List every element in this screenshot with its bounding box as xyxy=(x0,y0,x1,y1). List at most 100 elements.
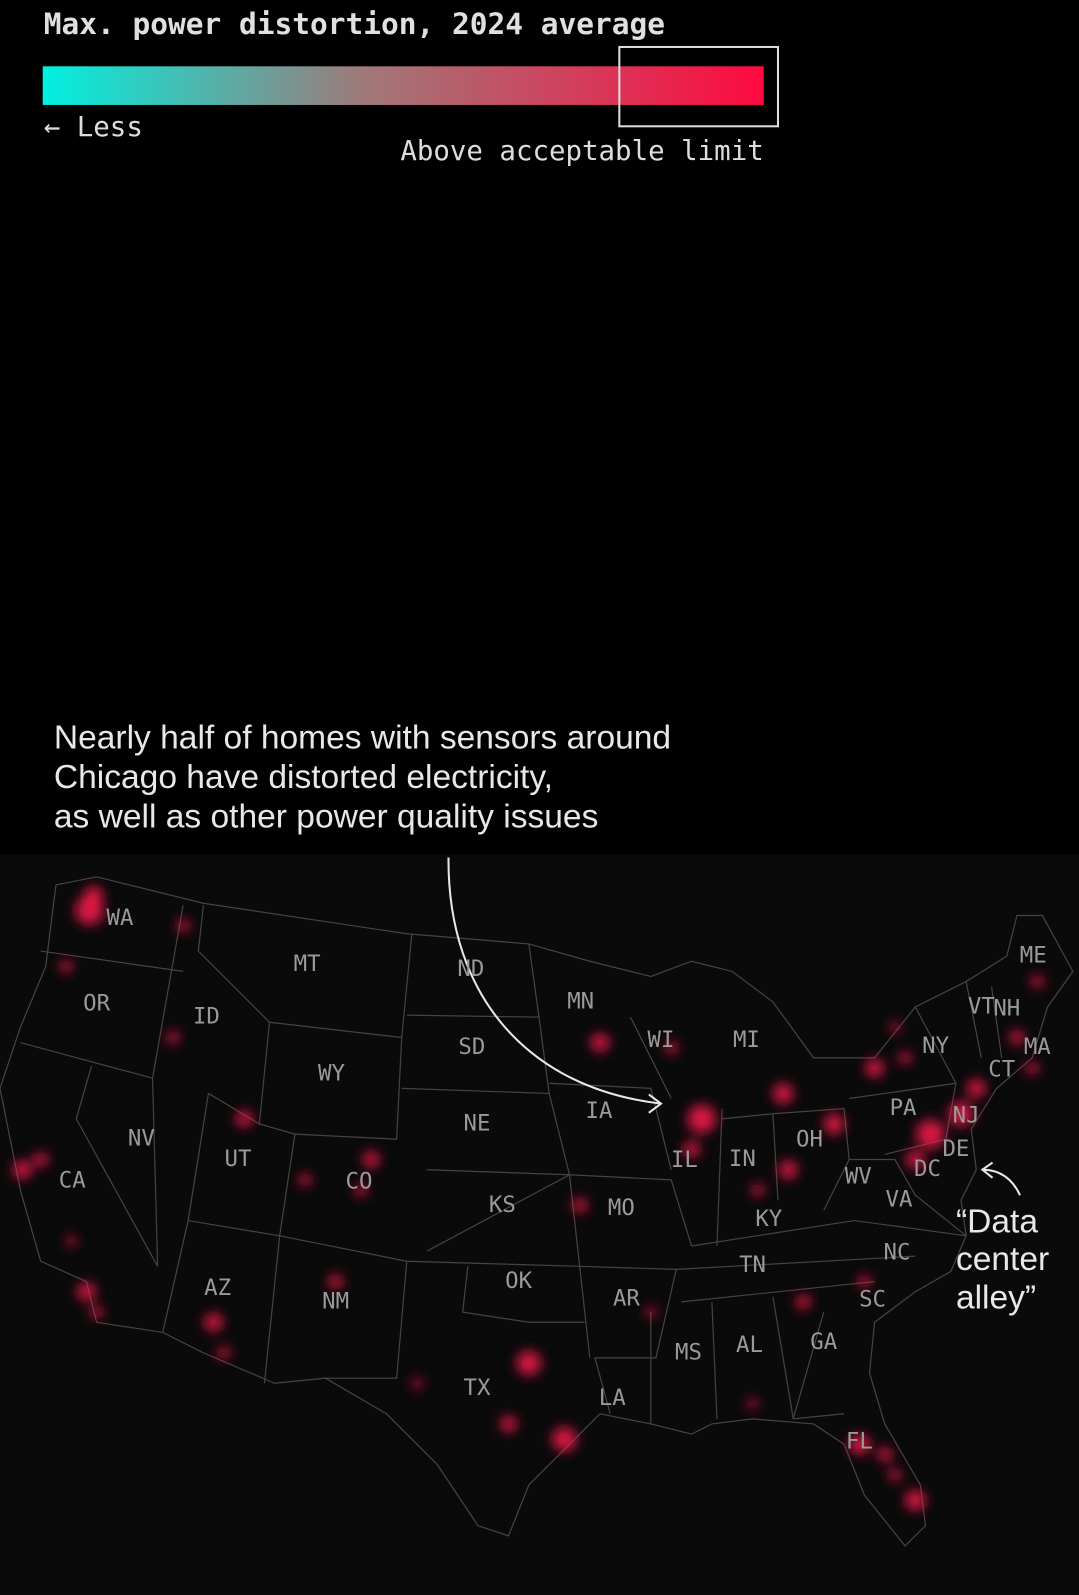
heat-glow xyxy=(645,1306,656,1318)
heat-glow xyxy=(204,1313,223,1332)
heat-glow xyxy=(33,1152,48,1167)
heat-glow xyxy=(751,1183,764,1197)
state-label: WA xyxy=(107,905,134,931)
legend-above: Above acceptable limit xyxy=(400,136,763,167)
chicago-annotation: Chicago have distorted electricity, xyxy=(54,759,553,796)
state-label: MO xyxy=(608,1195,635,1221)
heat-glow xyxy=(898,1051,912,1064)
dc-arrow xyxy=(980,1161,1021,1196)
dc-annotation: alley” xyxy=(956,1280,1036,1317)
state-label: LA xyxy=(599,1385,626,1411)
state-label: AZ xyxy=(204,1275,231,1301)
state-labels: WA OR ID MT ND SD WY NV UT CA CO NE KS AZ NM OK TX MN IA MO… xyxy=(59,905,1052,1455)
heat-glow xyxy=(217,1346,230,1359)
state-label: IN xyxy=(729,1146,756,1172)
state-label: CO xyxy=(346,1168,373,1194)
state-label: NJ xyxy=(953,1102,980,1128)
heat-glow xyxy=(849,1434,870,1455)
heat-glow xyxy=(363,1151,380,1168)
heat-glow xyxy=(687,1104,716,1134)
limit-box xyxy=(618,45,779,128)
heat-glow xyxy=(823,1113,845,1135)
state-label: KS xyxy=(489,1192,516,1218)
state-label: NM xyxy=(322,1288,349,1314)
state-label: NH xyxy=(993,996,1020,1022)
chicago-arrow xyxy=(447,857,663,1114)
state-label: UT xyxy=(225,1146,252,1172)
state-label: SC xyxy=(859,1286,886,1312)
heat-glows xyxy=(13,885,1044,1511)
heat-glow xyxy=(889,1022,901,1033)
state-label: PA xyxy=(890,1095,917,1121)
heat-glow xyxy=(877,1447,892,1462)
heat-glow xyxy=(948,1101,974,1126)
state-label: MS xyxy=(675,1339,702,1365)
heat-glow xyxy=(916,1119,945,1149)
dc-annotation: “Data xyxy=(956,1203,1038,1240)
heat-glow xyxy=(411,1378,423,1389)
state-label: ID xyxy=(193,1004,220,1030)
legend-gradient xyxy=(42,66,764,105)
state-label: DE xyxy=(942,1136,969,1162)
heat-glow xyxy=(906,1150,925,1169)
map-background xyxy=(0,854,1079,1595)
state-label: VA xyxy=(886,1187,913,1213)
state-label: ND xyxy=(457,956,484,982)
state-label: NE xyxy=(463,1110,490,1136)
heat-glow xyxy=(13,1160,32,1179)
heat-glow xyxy=(77,1282,96,1301)
heat-glow xyxy=(328,1274,343,1289)
heat-glow xyxy=(967,1079,986,1098)
state-label: TX xyxy=(463,1375,490,1401)
state-label: AL xyxy=(736,1332,763,1358)
heat-glow xyxy=(778,1160,798,1179)
state-label: MI xyxy=(733,1027,760,1053)
heat-glow xyxy=(90,1305,103,1319)
heat-glow xyxy=(888,1468,902,1481)
heat-glow xyxy=(772,1083,794,1104)
state-label: IA xyxy=(586,1098,613,1124)
state-label: OR xyxy=(83,990,110,1016)
heat-glow xyxy=(166,1031,179,1044)
state-label: NV xyxy=(128,1126,155,1152)
dc-annotation: center xyxy=(956,1241,1049,1278)
state-label: OK xyxy=(505,1268,532,1294)
heat-glow xyxy=(796,1294,811,1310)
heat-glow xyxy=(60,960,73,973)
state-label: CT xyxy=(988,1057,1015,1083)
state-label: CA xyxy=(59,1167,86,1193)
legend-less: ← Less xyxy=(44,112,143,143)
state-label: DC xyxy=(914,1156,941,1182)
heat-glow xyxy=(235,1110,253,1127)
state-label: TN xyxy=(739,1252,766,1278)
heat-glow xyxy=(1009,1030,1025,1045)
heat-glow xyxy=(572,1198,587,1213)
heat-glow xyxy=(298,1173,312,1186)
state-label: WV xyxy=(845,1163,872,1189)
state-label: OH xyxy=(796,1127,823,1153)
state-label: GA xyxy=(810,1329,837,1355)
us-outline xyxy=(0,876,1074,1547)
heat-glow xyxy=(1031,975,1044,988)
heat-glow xyxy=(865,1058,884,1078)
state-label: ME xyxy=(1020,943,1047,969)
state-label: IL xyxy=(671,1147,698,1173)
state-label: WI xyxy=(648,1027,675,1053)
heat-glow xyxy=(516,1350,542,1376)
state-label: MT xyxy=(294,951,321,977)
heat-glow xyxy=(747,1398,758,1409)
heat-glow xyxy=(66,1235,77,1246)
heat-glow xyxy=(552,1427,577,1452)
chicago-annotation: Nearly half of homes with sensors around xyxy=(54,719,671,756)
state-label: FL xyxy=(846,1429,873,1455)
state-label: NY xyxy=(922,1033,949,1059)
heat-glow xyxy=(665,1041,678,1054)
heat-glow xyxy=(354,1183,368,1197)
state-label: SD xyxy=(458,1034,485,1060)
state-label: MA xyxy=(1024,1034,1051,1060)
heat-glow xyxy=(84,885,103,905)
heat-glow xyxy=(1026,1061,1039,1075)
heat-glow xyxy=(683,1141,700,1158)
